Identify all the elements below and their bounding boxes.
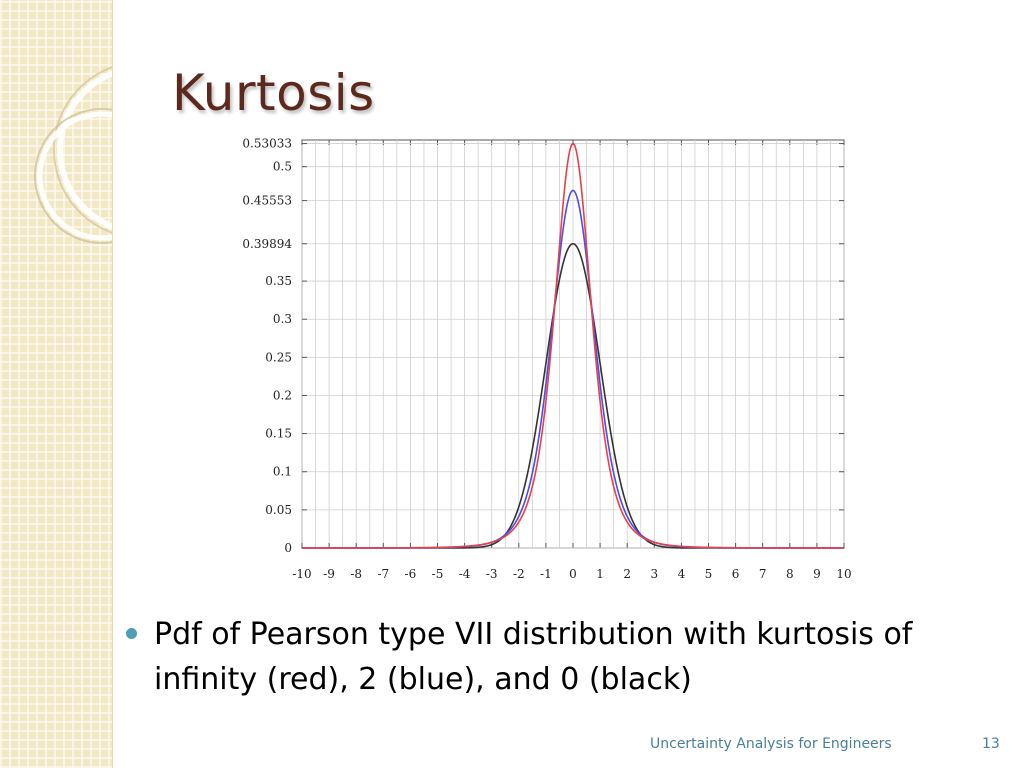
x-tick-label: 7 xyxy=(759,567,767,581)
slide-title: Kurtosis xyxy=(172,64,375,122)
x-tick-label: -4 xyxy=(459,567,471,581)
y-tick-label: 0.39894 xyxy=(242,237,292,251)
x-tick-label: -2 xyxy=(513,567,525,581)
y-tick-label: 0.3 xyxy=(273,312,292,326)
chart-svg: -10 -9 -8 -7 -6 -5 -4 -3 -2 -1 0 1 2 3 4 5 6 7 8 9 1000.050.… xyxy=(242,137,851,581)
x-tick-label: 1 xyxy=(596,567,604,581)
bullet-text: Pdf of Pearson type VII distribution wit… xyxy=(154,617,913,697)
x-tick-label: -1 xyxy=(540,567,552,581)
x-tick-label: -10 xyxy=(292,567,311,581)
y-tick-label: 0.05 xyxy=(265,503,292,517)
y-tick-label: 0.15 xyxy=(265,427,292,441)
chart: -10 -9 -8 -7 -6 -5 -4 -3 -2 -1 0 1 2 3 4 5 6 7 8 9 10 0 0.05 0.… xyxy=(224,128,864,598)
x-tick-label: 0 xyxy=(569,567,577,581)
x-tick-label: 9 xyxy=(813,567,821,581)
y-tick-label: 0.35 xyxy=(265,274,292,288)
x-tick-label: -3 xyxy=(486,567,498,581)
x-tick-label: -5 xyxy=(432,567,444,581)
page-number: 13 xyxy=(982,736,1000,752)
y-tick-label: 0.5 xyxy=(273,160,292,174)
y-tick-label: 0.45553 xyxy=(242,194,292,208)
x-tick-label: -7 xyxy=(377,567,389,581)
x-tick-label: 8 xyxy=(786,567,794,581)
y-tick-label: 0.1 xyxy=(273,465,292,479)
y-tick-label: 0.25 xyxy=(265,350,292,364)
y-tick-label: 0 xyxy=(284,541,292,555)
x-tick-label: -9 xyxy=(323,567,335,581)
x-tick-label: 4 xyxy=(678,567,686,581)
decorative-arcs xyxy=(34,66,112,244)
x-tick-label: -8 xyxy=(350,567,362,581)
series-line xyxy=(302,142,844,549)
decorative-sidebar xyxy=(0,0,113,768)
y-tick-label: 0.2 xyxy=(273,388,292,402)
x-tick-label: 6 xyxy=(732,567,740,581)
x-tick-label: 5 xyxy=(705,567,713,581)
x-tick-label: 2 xyxy=(623,567,631,581)
x-tick-label: -6 xyxy=(405,567,417,581)
footer-text: Uncertainty Analysis for Engineers xyxy=(650,736,892,752)
x-tick-label: 3 xyxy=(650,567,658,581)
bullet-icon xyxy=(126,628,137,639)
x-tick-label: 10 xyxy=(836,567,851,581)
y-tick-label: 0.53033 xyxy=(242,137,292,151)
